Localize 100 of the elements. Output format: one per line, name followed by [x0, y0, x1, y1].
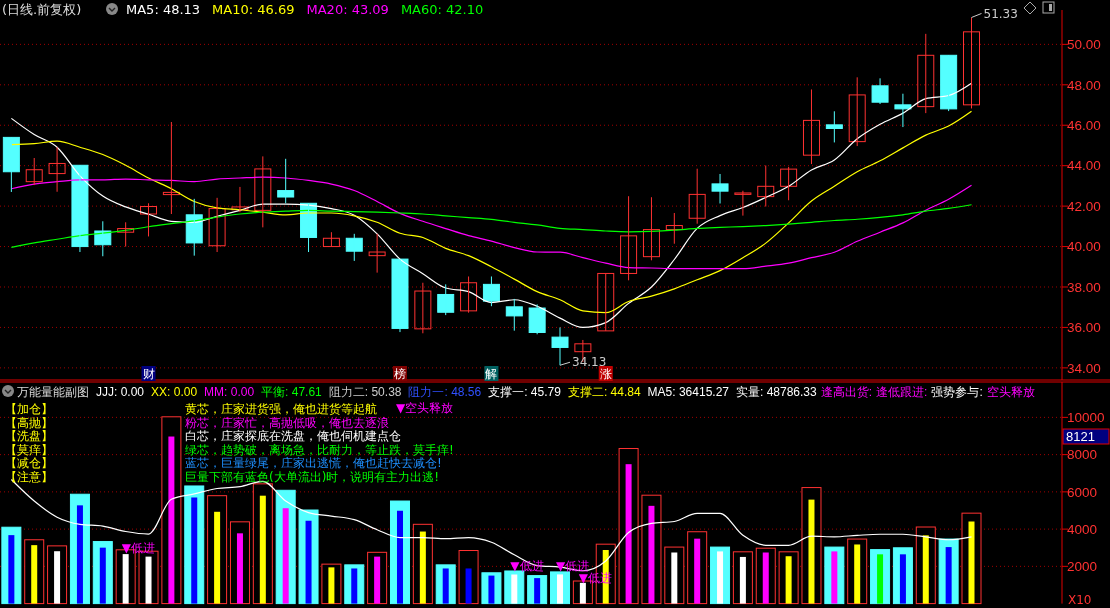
candlestick [460, 275, 478, 314]
chart-title: (日线.前复权) [2, 2, 82, 17]
annotation: XX: 0.00 [151, 385, 198, 399]
candlestick [642, 196, 660, 261]
annotation: 巨量下部有蓝色(大单流出)时，说明有主力出逃! [185, 470, 440, 484]
annotation: 【洗盘】 [5, 429, 53, 444]
annotation: 支撑一: 45.79 [488, 385, 562, 399]
bar [808, 499, 815, 604]
annotation: JJJ: 0.00 [96, 385, 145, 399]
candlestick [25, 157, 43, 186]
bar [76, 505, 83, 604]
text: 空头释放 [986, 385, 1035, 399]
candlestick [117, 221, 135, 248]
bar [625, 464, 632, 604]
y-tick-label: 48.00 [1067, 77, 1101, 93]
candlestick [688, 168, 706, 225]
text: MA60: 42.10 [400, 2, 484, 17]
y-tick-label: 36.00 [1067, 320, 1101, 336]
text: X10 [1068, 593, 1092, 607]
annotation: 解 [485, 367, 498, 381]
candlestick [665, 212, 683, 245]
annotation: 【减仓】 [5, 456, 53, 471]
candlestick [277, 158, 295, 204]
annotation: 白芯，庄家探底在洗盘，俺也伺机建点仓 [185, 429, 401, 444]
candlestick [848, 76, 866, 147]
annotation: 支撑二: 44.84 [567, 385, 641, 399]
candlestick [414, 282, 432, 334]
candlestick [482, 275, 500, 307]
text: MA5: 48.13 [126, 2, 201, 17]
y-tick-label: 38.00 [1067, 279, 1101, 295]
annotation: 蓝芯，巨量绿尾，庄家出逃慌，俺也赶快去减仓! [185, 456, 442, 471]
text: 51.33 [983, 6, 1018, 21]
candlestick [140, 202, 158, 237]
y-tick-label: 44.00 [1067, 158, 1101, 174]
text: MA10: 46.69 [212, 2, 295, 17]
candlestick [802, 88, 820, 165]
candlestick [940, 54, 958, 112]
annotation: 实量: 48786.33 [736, 385, 818, 399]
annotation: 粉芯，庄家忙，高抛低吸，俺也去逐浪 [185, 415, 389, 430]
candlestick [345, 233, 363, 262]
annotation: ▼空头释放 [395, 401, 454, 415]
bar [236, 533, 243, 604]
bar [259, 495, 266, 604]
annotation: 【加仓】 [5, 402, 53, 416]
annotation: 平衡: 47.61 [261, 385, 323, 399]
text: MA20: 43.09 [306, 2, 389, 17]
annotation: 黄芯，庄家进货强，俺也进货等起航 [185, 402, 377, 416]
text: 8121 [1066, 429, 1095, 445]
y-tick-label: 10000 [1067, 410, 1105, 426]
candlestick [825, 110, 843, 143]
candlestick [871, 77, 889, 105]
candlestick [528, 303, 546, 335]
chart-title: 万能量能副图 [17, 385, 89, 399]
bar [168, 436, 175, 604]
annotation: 财 [142, 367, 155, 381]
candlestick [208, 197, 226, 253]
candlestick [254, 155, 272, 228]
bar [396, 510, 403, 604]
candlestick [437, 283, 455, 316]
y-tick-label: 8000 [1067, 447, 1098, 463]
bar [282, 508, 289, 604]
bar [305, 520, 312, 604]
bar [191, 497, 198, 604]
candlestick [917, 33, 935, 114]
candlestick [780, 166, 798, 201]
candlestick [894, 93, 912, 128]
line-series [10, 204, 973, 248]
candlestick [734, 190, 752, 217]
y-tick-label: 6000 [1067, 484, 1098, 500]
annotation: 榜 [393, 367, 406, 381]
annotation: 【注意】 [5, 470, 53, 484]
annotation: 强势参与: [931, 385, 983, 399]
candlestick [2, 136, 20, 193]
annotation: 阻力二: 50.38 [328, 385, 402, 399]
annotation: 逢高出货: [820, 385, 873, 399]
y-tick-label: 34.00 [1067, 360, 1101, 376]
candlestick [711, 173, 729, 204]
y-tick-label: 40.00 [1067, 239, 1101, 255]
candlestick [231, 186, 249, 213]
annotation: 阻力一: 48.56 [408, 385, 482, 399]
candlestick [48, 146, 66, 193]
annotation: MM: 0.00 [204, 385, 255, 399]
annotation: 绿芯，趋势破，离场急，比耐力，等止跌，莫手痒! [185, 442, 454, 457]
candlestick [505, 298, 523, 332]
y-tick-label: 50.00 [1067, 37, 1101, 53]
text: MA5: 36415.27 [647, 385, 730, 399]
candlestick [963, 16, 980, 109]
candlestick [620, 195, 638, 281]
y-tick-label: 4000 [1067, 521, 1098, 537]
candlestick [551, 326, 569, 366]
candlestick [391, 258, 409, 333]
annotation: 涨 [599, 367, 612, 381]
line-series [10, 82, 973, 329]
candlestick [757, 164, 775, 208]
y-tick-label: 46.00 [1067, 117, 1101, 133]
bar [214, 511, 221, 604]
bar [648, 505, 655, 604]
candlestick [162, 121, 180, 215]
candlestick [322, 231, 340, 248]
annotation: 逢低跟进: [876, 385, 928, 399]
